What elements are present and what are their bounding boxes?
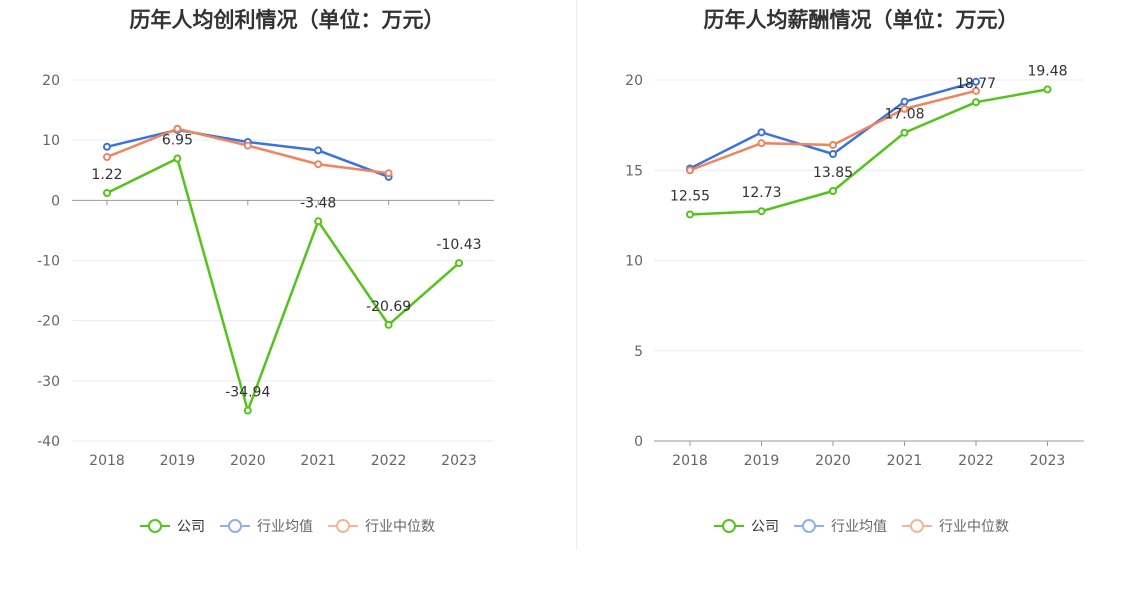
data-point-company xyxy=(1043,85,1052,94)
legend-avg-marker-icon xyxy=(794,519,824,533)
data-point-industry-median xyxy=(829,140,837,149)
chart-title: 历年人均创利情况（单位：万元） xyxy=(129,8,445,32)
legend-label: 行业均值 xyxy=(831,519,887,535)
data-label: 12.73 xyxy=(741,185,781,201)
x-tick-label: 2021 xyxy=(300,453,336,469)
data-point-company xyxy=(686,210,694,219)
series-line-industry-median xyxy=(689,89,977,172)
legend-median-marker-icon xyxy=(328,519,358,533)
x-tick-label: 2019 xyxy=(744,453,780,469)
x-tick-label: 2021 xyxy=(887,453,923,469)
profit-chart-plot: 20 10 0 -10 -20 -30 -40 2018 2019 2020 2021 2022 202… xyxy=(37,73,494,469)
legend-item-industry-avg[interactable]: 行业均值 xyxy=(219,516,313,536)
legend-item-industry-median[interactable]: 行业中位数 xyxy=(327,516,435,536)
data-point-industry-avg xyxy=(829,150,837,159)
legend-label: 公司 xyxy=(177,519,205,535)
data-label: 6.95 xyxy=(162,133,193,149)
data-point-company xyxy=(900,128,909,137)
x-tick-label: 2022 xyxy=(958,453,994,469)
data-point-industry-median xyxy=(972,86,980,95)
legend-item-industry-median[interactable]: 行业中位数 xyxy=(901,516,1009,536)
data-point-industry-avg xyxy=(103,142,111,151)
x-tick-label: 2018 xyxy=(672,453,708,469)
panel-divider xyxy=(576,0,577,550)
data-point-company xyxy=(384,320,393,329)
x-tick-label: 2020 xyxy=(815,453,851,469)
data-point-company xyxy=(243,406,252,415)
y-tick-label: -20 xyxy=(37,314,60,330)
y-tick-label: -10 xyxy=(37,254,60,270)
data-label: 18.77 xyxy=(956,76,996,92)
legend-avg-marker-icon xyxy=(220,519,250,533)
legend-median-marker-icon xyxy=(902,519,932,533)
legend-item-company[interactable]: 公司 xyxy=(713,516,779,536)
data-point-company xyxy=(455,259,463,268)
x-tick-label: 2023 xyxy=(1030,453,1066,469)
data-point-company xyxy=(829,187,837,196)
y-tick-label: -40 xyxy=(37,434,60,450)
data-point-company xyxy=(972,98,980,107)
x-tick-label: 2018 xyxy=(89,453,125,469)
data-label: -3.48 xyxy=(300,195,336,211)
legend-label: 行业中位数 xyxy=(365,519,435,535)
legend-item-company[interactable]: 公司 xyxy=(139,516,205,536)
legend-item-industry-avg[interactable]: 行业均值 xyxy=(793,516,887,536)
y-tick-label: 10 xyxy=(625,254,643,270)
data-point-industry-median xyxy=(900,104,909,113)
data-label: 17.08 xyxy=(884,107,924,123)
legend-company-marker-icon xyxy=(140,519,170,533)
data-point-industry-median xyxy=(103,153,111,162)
y-tick-label: 0 xyxy=(634,434,643,450)
data-point-industry-median xyxy=(314,160,323,169)
data-point-company xyxy=(173,154,182,163)
series-line-company xyxy=(106,157,460,412)
legend-label: 行业中位数 xyxy=(939,519,1009,535)
salary-chart-panel: 历年人均薪酬情况（单位：万元） 20 15 10 5 0 2018 2019 2020 2021… xyxy=(574,0,1148,589)
data-point-industry-avg xyxy=(314,146,323,155)
legend-label: 公司 xyxy=(751,519,779,535)
data-label: -20.69 xyxy=(366,299,411,315)
data-point-company xyxy=(757,207,766,216)
data-point-industry-avg xyxy=(757,128,766,137)
data-point-industry-median xyxy=(173,124,182,133)
x-tick-label: 2023 xyxy=(441,453,477,469)
x-tick-label: 2020 xyxy=(230,453,266,469)
salary-chart-plot: 20 15 10 5 0 2018 2019 2020 2021 2022 2023 12.55 12.… xyxy=(625,63,1084,469)
data-label: 1.22 xyxy=(91,167,122,183)
chart-legend: 公司 行业均值 行业中位数 xyxy=(574,516,1148,536)
legend-company-marker-icon xyxy=(714,519,744,533)
y-tick-label: 20 xyxy=(625,73,643,89)
data-point-company xyxy=(103,188,111,197)
data-point-company xyxy=(314,217,323,226)
data-point-industry-median xyxy=(686,166,694,175)
y-tick-label: 20 xyxy=(42,73,60,89)
x-tick-label: 2019 xyxy=(160,453,196,469)
legend-label: 行业均值 xyxy=(257,519,313,535)
series-line-industry-avg xyxy=(106,128,390,179)
series-line-company xyxy=(689,88,1048,216)
data-point-industry-avg xyxy=(972,77,980,86)
data-label: 13.85 xyxy=(813,165,853,181)
data-point-industry-median xyxy=(757,139,766,148)
data-label: -34.94 xyxy=(225,385,270,401)
y-tick-label: -30 xyxy=(37,374,60,390)
y-tick-label: 10 xyxy=(42,133,60,149)
data-point-industry-avg xyxy=(900,97,909,106)
data-label: 12.55 xyxy=(670,188,710,204)
data-label: -10.43 xyxy=(436,237,481,253)
data-point-industry-median xyxy=(243,141,252,150)
profit-chart-panel: 历年人均创利情况（单位：万元） 20 10 0 -10 -20 -30 -40 2018 201… xyxy=(0,8,574,536)
chart-title: 历年人均薪酬情况（单位：万元） xyxy=(703,8,1019,32)
y-tick-label: 5 xyxy=(634,344,643,360)
x-tick-label: 2022 xyxy=(371,453,407,469)
y-tick-label: 15 xyxy=(625,163,643,179)
data-point-industry-median xyxy=(384,169,393,178)
data-label: 19.48 xyxy=(1027,63,1067,79)
chart-legend: 公司 行业均值 行业中位数 xyxy=(0,516,574,536)
y-tick-label: 0 xyxy=(51,193,60,209)
